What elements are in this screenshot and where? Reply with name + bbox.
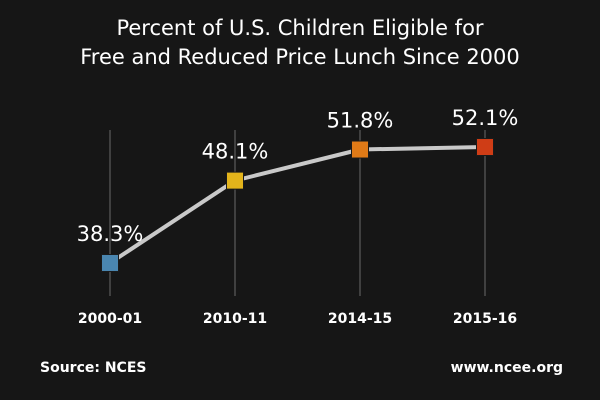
data-label-2000-01: 38.3% — [77, 222, 144, 246]
data-point-2014-15 — [351, 140, 369, 159]
data-point-2010-11 — [226, 171, 244, 190]
data-label-2015-16: 52.1% — [452, 106, 519, 130]
series-line — [108, 145, 487, 265]
data-point-2015-16 — [476, 138, 494, 156]
data-label-2014-15: 51.8% — [327, 109, 394, 133]
chart-title-line-2: Free and Reduced Price Lunch Since 2000 — [80, 45, 520, 69]
chart-title: Percent of U.S. Children Eligible for Fr… — [0, 14, 600, 72]
source-credit: Source: NCES — [40, 360, 147, 376]
x-tick-label-2014-15: 2014-15 — [328, 311, 392, 327]
x-tick-label-2000-01: 2000-01 — [78, 311, 142, 327]
x-tick-label-2015-16: 2015-16 — [453, 311, 517, 327]
website-url: www.ncee.org — [450, 360, 563, 376]
data-label-2010-11: 48.1% — [202, 140, 269, 164]
chart-title-line-1: Percent of U.S. Children Eligible for — [116, 16, 484, 40]
data-point-2000-01 — [101, 254, 119, 272]
x-tick-label-2010-11: 2010-11 — [203, 311, 267, 327]
